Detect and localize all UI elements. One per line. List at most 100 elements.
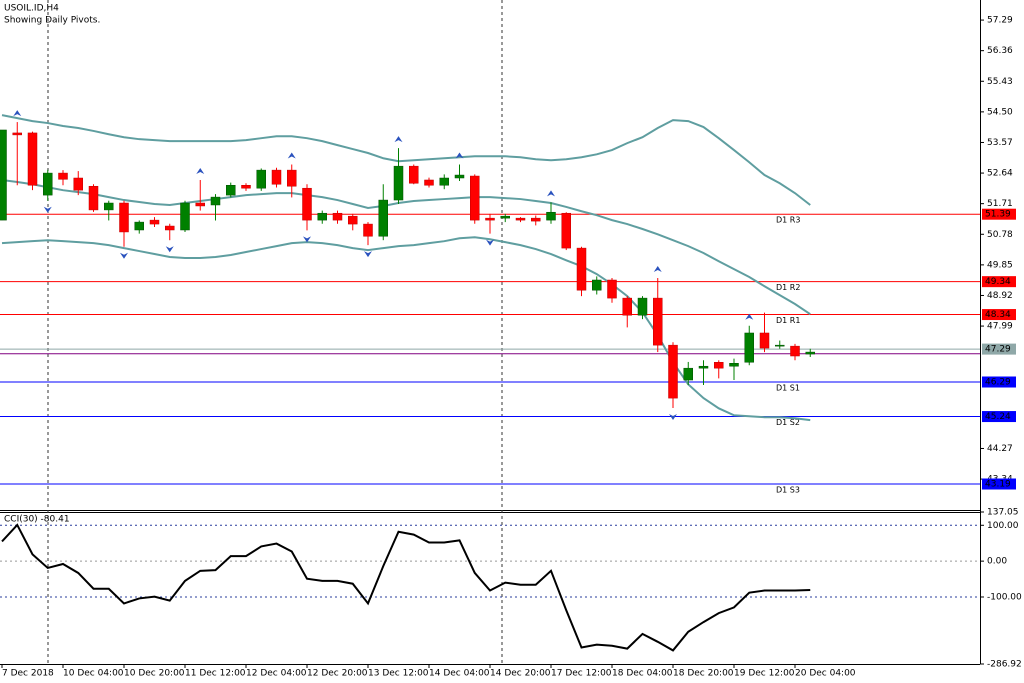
candle-body [637, 297, 648, 316]
candle-body [271, 169, 282, 185]
candle-body [378, 199, 388, 237]
cci-title: CCI(30) -80.41 [4, 515, 70, 525]
candle-body [73, 177, 83, 191]
fractal-up [13, 110, 22, 117]
candle-body [104, 202, 114, 211]
y-tick-label: 52.64 [987, 169, 1013, 179]
candle-body [698, 365, 709, 369]
fractal-up [653, 266, 662, 273]
candle-body [439, 177, 449, 186]
candle-body [226, 184, 236, 196]
x-tick-label: 10 Dec 04:00 [63, 669, 124, 679]
price-tag [982, 208, 1016, 220]
candle-body [424, 179, 434, 186]
y-tick-label: 44.27 [987, 444, 1013, 454]
y-tick-label: 0.00 [987, 557, 1007, 567]
pivot-name: D1 S2 [776, 418, 800, 427]
candle-body [302, 187, 312, 221]
candle-body [561, 212, 571, 249]
candle-body [195, 202, 205, 207]
band-upper [1, 114, 811, 206]
x-tick-label: 14 Dec 04:00 [429, 669, 490, 679]
candle-body [531, 217, 541, 222]
candle-body [592, 279, 602, 291]
candle-body [27, 132, 38, 186]
y-tick-label: 53.57 [987, 138, 1013, 148]
fractal-down [486, 239, 494, 246]
candle-body [607, 279, 617, 299]
pivot-name: D1 R3 [776, 216, 800, 225]
fractal-up [455, 152, 464, 159]
x-tick-label: 18 Dec 04:00 [612, 669, 673, 679]
candle-body [775, 344, 785, 347]
candle-body [149, 219, 160, 225]
candle-body [393, 165, 404, 201]
candle-body [576, 247, 587, 291]
price-tag-label: 43.19 [985, 480, 1011, 490]
fractal-down [120, 252, 128, 259]
x-tick-label: 12 Dec 04:00 [246, 669, 307, 679]
candle-body [790, 345, 800, 357]
y-tick-label: 57.29 [987, 16, 1013, 26]
candle-body [485, 217, 495, 221]
fractal-up [196, 167, 205, 174]
candle-body [165, 225, 175, 231]
candle-body [500, 215, 510, 219]
candle-body [241, 184, 251, 189]
fractal-up [287, 152, 296, 159]
fractal-down [165, 246, 174, 253]
fractal-down [303, 236, 311, 243]
fractal-up [547, 190, 555, 197]
y-tick-label: 54.50 [987, 107, 1013, 117]
candle-body [546, 211, 556, 221]
candle-body [287, 169, 297, 187]
price-tag-label: 48.34 [985, 310, 1011, 320]
candle-body [363, 223, 373, 237]
band-middle [1, 178, 811, 316]
fractal-down [364, 251, 372, 258]
candle-body [454, 174, 465, 179]
subtitle: Showing Daily Pivots. [4, 16, 100, 26]
x-tick-label: 11 Dec 12:00 [185, 669, 246, 679]
candle-body [256, 169, 266, 189]
y-tick-label: 48.92 [987, 291, 1013, 301]
candle-body [0, 129, 7, 221]
cci-line [1, 523, 811, 652]
candle-body [759, 332, 770, 349]
fractal-down [43, 206, 52, 213]
y-tick-label: -286.92 [987, 660, 1022, 670]
x-tick-label: 10 Dec 20:00 [124, 669, 185, 679]
y-tick-label: 47.99 [987, 322, 1013, 332]
pivot-name: D1 R1 [776, 316, 800, 325]
candle-body [210, 196, 221, 206]
candle-body [134, 221, 144, 231]
x-tick-label: 20 Dec 04:00 [795, 669, 856, 679]
candle-body [119, 202, 129, 233]
x-tick-label: 17 Dec 12:00 [551, 669, 612, 679]
fractal-down [669, 414, 677, 420]
candle-body [317, 212, 327, 221]
candle-body [515, 217, 526, 221]
price-tag [982, 343, 1016, 355]
candle-body [744, 332, 754, 363]
price-tag [982, 376, 1016, 388]
candle-body [409, 165, 419, 184]
x-tick-label: 7 Dec 2018 [2, 669, 54, 679]
candle-body [332, 212, 343, 221]
candle-body [58, 172, 68, 180]
candle-body [180, 202, 190, 231]
price-tag-label: 49.34 [985, 277, 1011, 287]
pivot-name: D1 R2 [776, 283, 800, 292]
candle-body [805, 351, 815, 355]
price-tag-label: 45.24 [985, 412, 1011, 422]
candle-body [683, 367, 693, 381]
fractal-up [745, 313, 754, 320]
y-tick-label: 100.00 [987, 521, 1019, 531]
y-tick-label: 50.78 [987, 230, 1013, 240]
y-tick-label: 56.36 [987, 46, 1013, 56]
price-tag-label: 47.29 [985, 345, 1011, 355]
price-tag-label: 46.29 [985, 378, 1011, 388]
candle-body [714, 362, 724, 369]
